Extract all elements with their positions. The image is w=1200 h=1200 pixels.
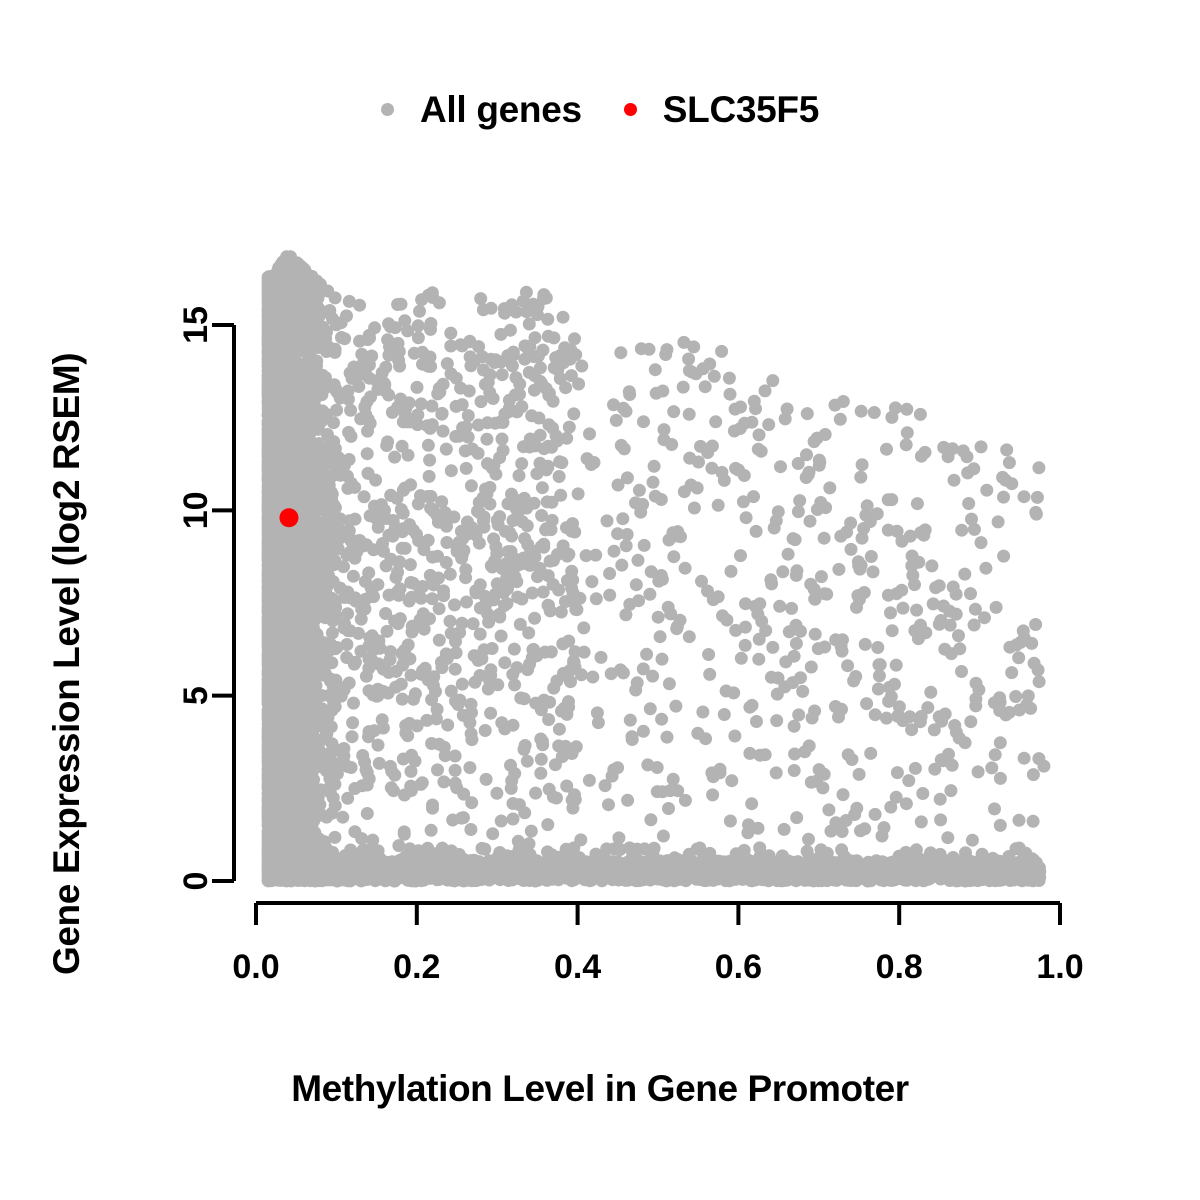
x-tick-labels: 0.0 0.2 0.4 0.6 0.8 1.0 xyxy=(232,948,1083,986)
x-tick-label: 0.0 xyxy=(232,948,279,986)
x-tick-label: 0.8 xyxy=(876,948,923,986)
x-axis-title: Methylation Level in Gene Promoter xyxy=(291,1068,909,1109)
y-tick-label: 15 xyxy=(177,306,215,344)
y-tick-label: 5 xyxy=(177,686,215,705)
chart-legend: All genes SLC35F5 xyxy=(0,78,1200,140)
gray-dot-icon xyxy=(380,102,394,116)
legend-label-all-genes: All genes xyxy=(419,88,582,130)
data-point-slc35f5 xyxy=(279,508,299,528)
data-points-all-genes xyxy=(261,250,1051,888)
x-tick-label: 0.2 xyxy=(393,948,440,986)
y-tick-label: 10 xyxy=(177,491,215,529)
y-tick-label: 0 xyxy=(177,872,215,891)
x-tick-label: 0.6 xyxy=(715,948,762,986)
legend-entry-all-genes: All genes xyxy=(380,88,582,130)
axes xyxy=(212,323,1062,925)
legend-entry-slc35f5: SLC35F5 xyxy=(623,88,820,130)
legend-label-slc35f5: SLC35F5 xyxy=(662,88,820,130)
x-tick-label: 1.0 xyxy=(1036,948,1083,986)
x-tick-label: 0.4 xyxy=(554,948,601,986)
y-tick-labels: 0 5 10 15 xyxy=(177,306,215,890)
red-dot-icon xyxy=(623,102,637,116)
